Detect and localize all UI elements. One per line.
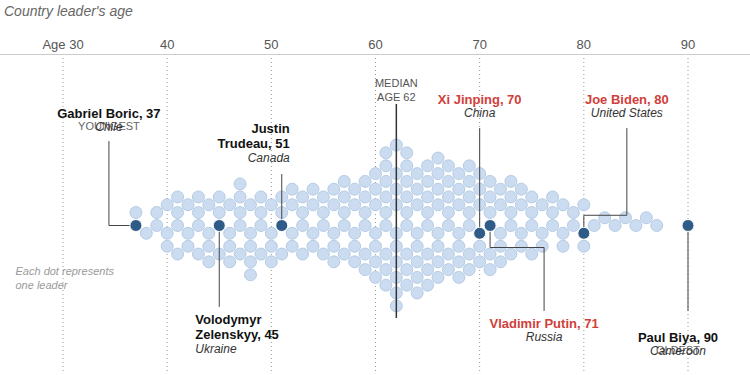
svg-text:60: 60 — [368, 37, 382, 52]
svg-text:Each dot representsone leader: Each dot representsone leader — [16, 265, 115, 291]
svg-text:Chile: Chile — [95, 120, 123, 134]
svg-text:Paul Biya, 90: Paul Biya, 90 — [638, 330, 718, 345]
svg-text:United States: United States — [591, 106, 663, 120]
svg-text:YOUNGEST: YOUNGEST — [78, 120, 140, 133]
svg-text:China: China — [464, 106, 496, 120]
svg-text:Russia: Russia — [526, 330, 563, 344]
svg-text:50: 50 — [264, 37, 278, 52]
svg-text:JustinTrudeau, 51: JustinTrudeau, 51 — [218, 121, 290, 152]
svg-text:VolodymyrZelenskyy, 45: VolodymyrZelenskyy, 45 — [195, 312, 279, 343]
svg-text:70: 70 — [472, 37, 486, 52]
svg-text:MEDIANAGE 62: MEDIANAGE 62 — [375, 77, 418, 103]
svg-text:Cameroon: Cameroon — [650, 344, 706, 358]
svg-text:80: 80 — [577, 37, 591, 52]
svg-text:40: 40 — [160, 37, 174, 52]
svg-text:Joe Biden, 80: Joe Biden, 80 — [585, 92, 669, 107]
html-text:Country leader's age: Country leader's age — [4, 3, 133, 19]
svg-text:Age 30: Age 30 — [42, 37, 83, 52]
svg-text:Canada: Canada — [248, 151, 290, 165]
svg-text:Xi Jinping, 70: Xi Jinping, 70 — [438, 92, 522, 107]
svg-text:Vladimir Putin, 71: Vladimir Putin, 71 — [490, 316, 599, 331]
svg-text:Ukraine: Ukraine — [195, 342, 237, 356]
svg-text:Gabriel Boric, 37: Gabriel Boric, 37 — [57, 106, 160, 121]
svg-text:90: 90 — [681, 37, 695, 52]
